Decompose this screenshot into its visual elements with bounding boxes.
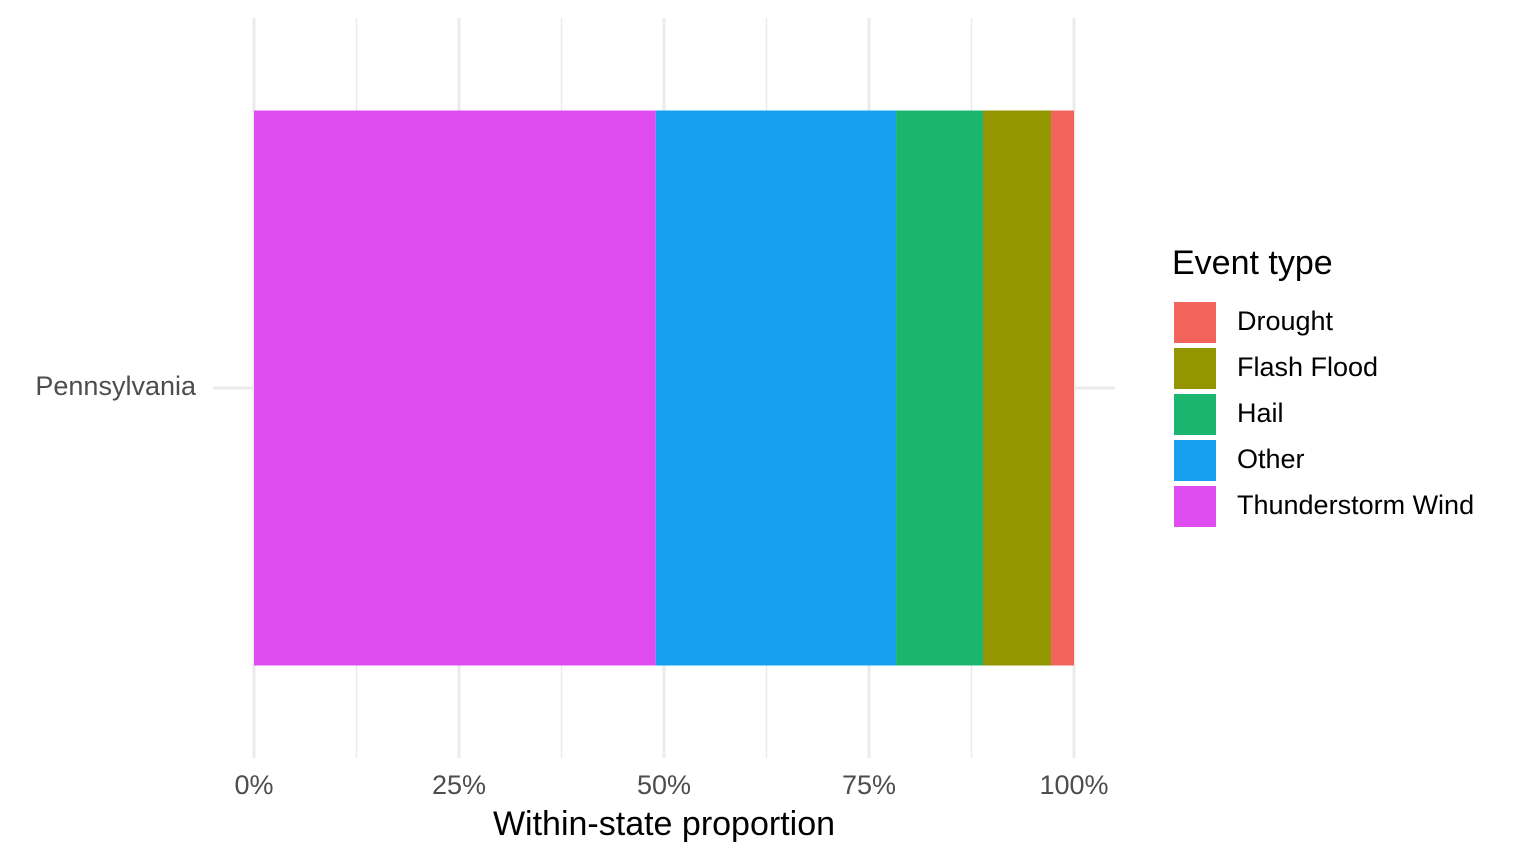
x-axis-title: Within-state proportion — [493, 805, 835, 843]
legend-key — [1174, 348, 1216, 389]
legend-label: Flash Flood — [1237, 352, 1378, 382]
legend-key — [1174, 394, 1216, 435]
x-tick-label: 50% — [637, 770, 691, 800]
bar-segment — [1051, 110, 1074, 666]
legend-key — [1174, 486, 1216, 527]
bar-segment — [254, 110, 656, 666]
x-tick-label: 75% — [842, 770, 896, 800]
x-tick-label: 0% — [234, 770, 273, 800]
bar-segment — [982, 110, 1052, 666]
legend-key — [1174, 302, 1216, 343]
bar-segment — [655, 110, 897, 666]
legend-label: Drought — [1237, 306, 1334, 336]
bar-segment — [896, 110, 983, 666]
legend-label: Other — [1237, 444, 1305, 474]
legend-title: Event type — [1172, 244, 1333, 282]
x-tick-label: 100% — [1039, 770, 1108, 800]
legend-label: Hail — [1237, 398, 1284, 428]
x-tick-label: 25% — [432, 770, 486, 800]
legend-key — [1174, 440, 1216, 481]
legend-label: Thunderstorm Wind — [1237, 490, 1474, 520]
y-tick-label: Pennsylvania — [35, 371, 197, 401]
